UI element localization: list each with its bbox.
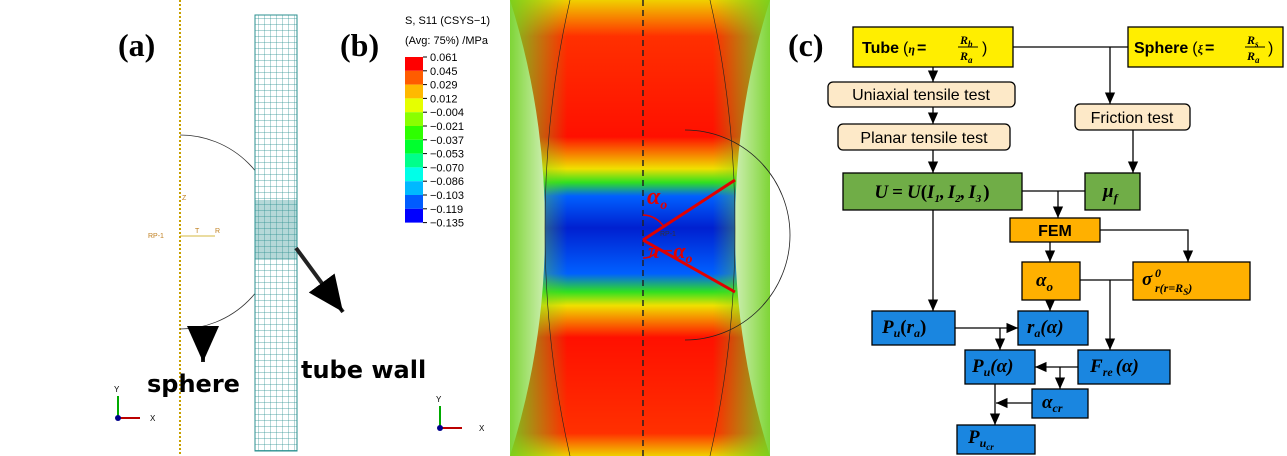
node-text: Pu(ra) (881, 317, 926, 340)
small-label: R (215, 228, 220, 235)
axis-label: Y (436, 395, 442, 404)
small-label: RP-1 (148, 233, 164, 240)
legend-tick-label: 0.029 (430, 80, 458, 92)
legend-tick-label: 0.045 (430, 66, 458, 78)
legend-tick-label: −0.086 (430, 176, 464, 188)
legend-tick-label: 0.061 (430, 52, 458, 64)
legend-tick-label: −0.053 (430, 149, 464, 161)
node-text: σ (1142, 269, 1153, 290)
annotation: tube wall (301, 356, 426, 384)
legend-tick-label: −0.070 (430, 162, 464, 174)
legend-swatch (405, 57, 423, 71)
legend-swatch (405, 167, 423, 181)
legend-swatch (405, 126, 423, 140)
arrow (296, 248, 343, 312)
small-label: T (195, 228, 200, 235)
legend-swatch (405, 209, 423, 223)
legend-tick-label: 0.012 (430, 93, 458, 105)
panel-label: (b) (340, 27, 379, 63)
legend-tick-label: −0.103 (430, 190, 464, 202)
legend-tick-label: −0.135 (430, 218, 464, 230)
small-label: RP-1 (660, 231, 676, 238)
node-text: ra(α) (1027, 317, 1064, 340)
node-text: Tube(η= (862, 40, 926, 57)
legend-tick-label: −0.021 (430, 121, 464, 133)
node-text: 0 (1155, 266, 1161, 280)
figure: (a) RP-1 Z T R sphere tube wall Y X (b) … (0, 0, 1287, 456)
legend-subtitle: (Avg: 75%) /MPa (405, 35, 489, 47)
connector (1100, 230, 1188, 262)
node-text: Planar tensile test (860, 130, 988, 147)
node-text: U=U(I1,I2,I3) (874, 182, 989, 205)
legend-swatch (405, 85, 423, 99)
node-text: ) (1268, 40, 1273, 57)
legend-swatch (405, 181, 423, 195)
legend-swatch (405, 71, 423, 85)
node-text: ) (982, 40, 987, 57)
legend-title: S, S11 (CSYS−1) (405, 15, 490, 27)
mesh-refined (255, 200, 297, 260)
legend-tick-label: −0.004 (430, 107, 464, 119)
small-label: Z (182, 195, 187, 202)
axis-label: X (150, 414, 156, 423)
node-text: FEM (1038, 223, 1072, 240)
axis-triad (115, 415, 121, 421)
panel-label: (a) (118, 27, 155, 63)
legend-swatch (405, 140, 423, 154)
panel-a: (a) RP-1 Z T R sphere tube wall Y X (114, 0, 426, 456)
axis-triad (437, 425, 443, 431)
legend-swatch (405, 154, 423, 168)
node-text: Sphere(ξ= (1134, 40, 1214, 57)
legend-swatch (405, 195, 423, 209)
node-text: Uniaxial tensile test (852, 87, 990, 104)
legend-tick-label: −0.037 (430, 135, 464, 147)
legend-swatch (405, 98, 423, 112)
panel-b: (b) S, S11 (CSYS−1) (Avg: 75%) /MPa αo π… (340, 0, 790, 456)
axis-label: Y (114, 385, 120, 394)
legend-swatch (405, 112, 423, 126)
annotation: sphere (147, 370, 240, 398)
node-text: Pu(α) (971, 356, 1013, 379)
legend-tick-label: −0.119 (430, 204, 463, 216)
contour-edges (510, 0, 770, 456)
panel-c: (c) Tube(η= Rb Ra ) Sphere(ξ= Rs Ra ) Un… (788, 27, 1283, 454)
node-text: Friction test (1091, 110, 1174, 127)
panel-label: (c) (788, 27, 824, 63)
axis-label: X (479, 424, 485, 433)
